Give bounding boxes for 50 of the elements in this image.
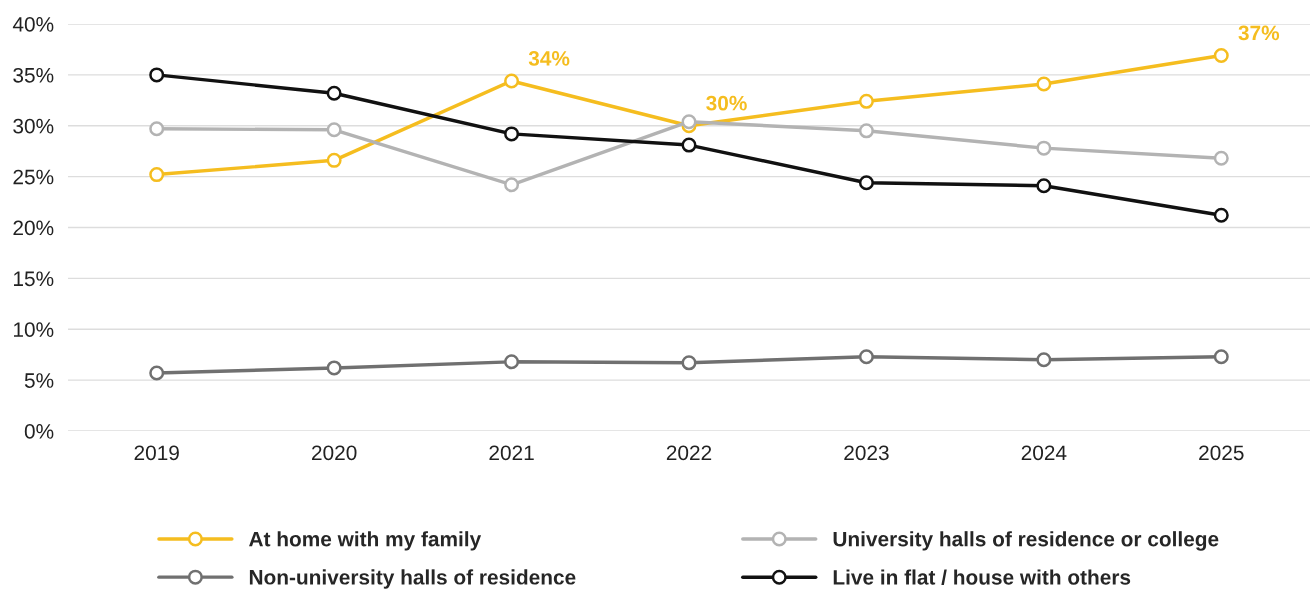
point [326,360,342,376]
point [1213,207,1229,223]
data-label: 34% [528,51,570,66]
point [858,349,874,365]
y-tick-label: 10% [14,322,54,337]
data-label: 37% [1238,25,1280,41]
point [681,137,697,153]
point [326,152,342,168]
x-tick-label: 2021 [489,445,534,461]
point [1213,349,1229,365]
point [326,122,342,138]
x-tick-label: 2020 [312,445,357,461]
y-tick-label: 35% [13,67,54,83]
x-tick-label: 2022 [666,445,712,461]
point [149,121,165,137]
point [504,177,520,193]
y-tick-label: 30% [13,118,54,134]
y-tick-label: 25% [13,169,54,185]
point [149,365,165,381]
legend-label: At home with my family [249,531,482,551]
y-tick-label: 5% [24,373,54,388]
point [681,114,697,130]
point [1036,140,1052,156]
point [504,354,520,370]
point [149,167,165,183]
point [1036,352,1052,368]
point [504,126,520,142]
data-label: 30% [706,95,747,111]
y-tick-label: 20% [13,220,54,236]
point [149,67,165,83]
y-tick-label: 0% [24,424,54,439]
point [858,123,874,139]
x-tick-label: 2019 [134,445,179,461]
x-tick-label: 2025 [1199,445,1244,461]
legend-label: University halls of residence or college [833,531,1219,551]
y-tick-label: 40% [12,17,54,32]
point [1213,48,1229,64]
y-tick-label: 15% [14,271,54,287]
legend-label: Non-university halls of residence [249,569,576,589]
x-tick-label: 2024 [1021,445,1067,461]
point [681,355,697,371]
point [1036,178,1052,194]
legend-label: Live in flat / house with others [833,569,1131,585]
point [858,175,874,191]
point [326,85,342,101]
point [858,93,874,109]
x-tick-label: 2023 [844,445,889,461]
point [504,73,520,89]
point [1036,76,1052,92]
point [1213,150,1229,166]
